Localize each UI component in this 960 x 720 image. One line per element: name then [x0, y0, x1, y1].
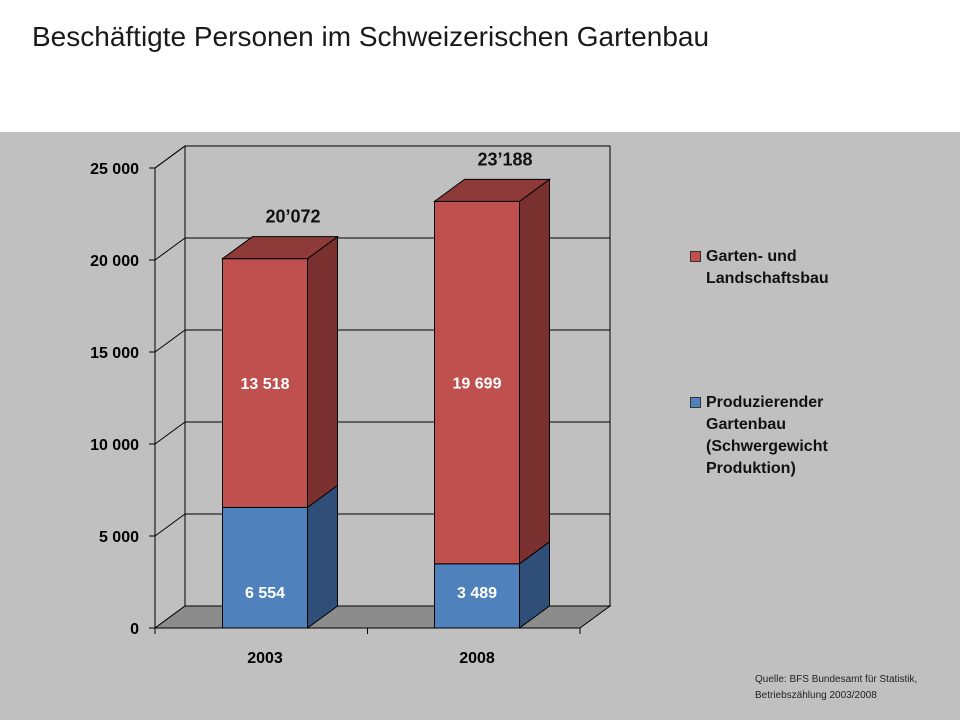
bar-top — [220, 236, 340, 260]
source-note: Quelle: BFS Bundesamt für Statistik, Bet… — [755, 672, 955, 704]
x-tick-label: 2003 — [247, 650, 283, 667]
chart-side-wall — [154, 145, 186, 629]
data-label: 13 518 — [241, 376, 290, 393]
x-tick-label: 2008 — [459, 650, 495, 667]
y-tick-label: 10 000 — [90, 437, 139, 454]
bar-segment-side — [307, 484, 338, 629]
data-label: 3 489 — [457, 585, 497, 602]
source-text: Quelle: BFS Bundesamt für Statistik, Bet… — [755, 674, 918, 701]
legend-swatch-red — [690, 251, 701, 262]
legend-label: Garten- und Landschaftsbau — [706, 248, 829, 287]
slide-title: Beschäftigte Personen im Schweizerischen… — [32, 21, 710, 52]
gridline-side — [154, 421, 186, 445]
gridline-side — [154, 513, 186, 537]
bar-segment-side — [307, 235, 338, 509]
bar-segment-side — [519, 178, 550, 565]
slide-header: Beschäftigte Personen im Schweizerischen… — [0, 0, 960, 132]
legend-swatch-blue — [690, 397, 701, 408]
total-label: 23’188 — [477, 149, 532, 169]
bar-segment — [434, 563, 520, 629]
gridline-side — [154, 329, 186, 353]
y-tick-label: 15 000 — [90, 345, 139, 362]
total-label: 20’072 — [265, 207, 320, 227]
y-tick-label: 5 000 — [99, 529, 139, 546]
legend-label: Produzierender Gartenbau (Schwergewicht … — [706, 394, 828, 477]
gridline-side — [154, 145, 186, 169]
y-tick-label: 0 — [130, 621, 139, 638]
bar-segment — [222, 506, 308, 629]
y-tick-label: 25 000 — [90, 161, 139, 178]
y-tick-label: 20 000 — [90, 253, 139, 270]
data-label: 19 699 — [453, 376, 502, 393]
bar-top — [432, 178, 552, 202]
bar-segment — [434, 200, 520, 565]
bar-segment — [222, 258, 308, 508]
data-label: 6 554 — [245, 585, 285, 602]
gridline-side — [154, 237, 186, 261]
